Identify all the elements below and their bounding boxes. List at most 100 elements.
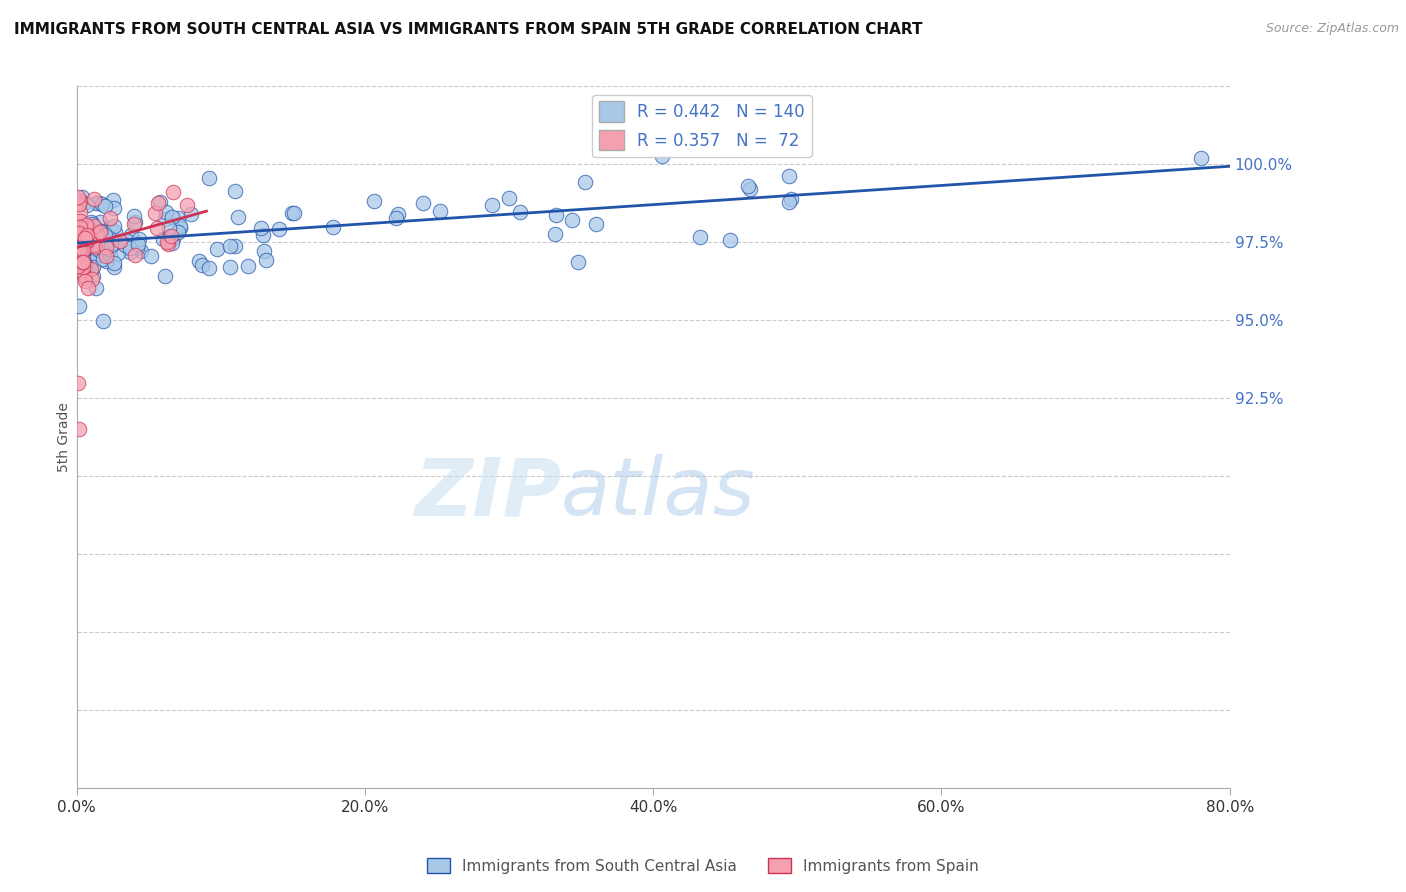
Point [198,260,221,275]
Point [94,198,117,212]
Text: Source: ZipAtlas.com: Source: ZipAtlas.com [1265,22,1399,36]
Point [89,215,111,229]
Point [76,230,98,244]
Point [67,376,90,390]
Point [67,227,90,241]
Point [737,179,759,194]
Point [149,195,172,210]
Point [205,243,228,257]
Y-axis label: 5th Grade: 5th Grade [58,402,72,472]
Point [72,190,94,204]
Point [143,206,166,220]
Point [125,241,148,255]
Point [84,239,107,253]
Point [76,231,98,245]
Point [75,234,97,248]
Point [69,228,91,243]
Point [322,219,344,234]
Point [66,242,89,256]
Point [66,241,89,255]
Point [69,257,91,271]
Point [166,225,188,239]
Point [84,230,107,244]
Point [108,234,131,248]
Point [72,244,94,258]
Point [67,260,90,274]
Point [567,255,589,269]
Point [77,260,100,274]
Point [159,228,181,243]
Point [267,221,290,235]
Point [224,239,246,253]
Point [86,237,108,252]
Point [544,208,567,222]
Point [100,238,122,252]
Point [128,232,150,246]
Point [69,245,91,260]
Point [93,240,115,254]
Point [69,263,91,277]
Point [87,243,110,257]
Point [76,240,98,254]
Point [82,241,104,255]
Point [176,197,198,211]
Point [69,243,91,257]
Point [122,209,145,223]
Point [226,210,249,224]
Point [73,259,96,273]
Point [283,205,305,219]
Point [574,175,596,189]
Point [69,261,91,276]
Point [67,422,90,436]
Point [103,219,125,233]
Point [94,240,117,254]
Point [103,235,125,250]
Point [509,204,531,219]
Point [86,230,108,244]
Point [77,224,100,238]
Point [67,244,90,259]
Point [75,248,97,262]
Point [72,254,94,268]
Point [94,249,117,263]
Point [69,230,91,244]
Point [97,231,120,245]
Point [152,232,174,246]
Point [73,268,96,282]
Point [72,237,94,252]
Point [69,240,91,254]
Point [67,299,90,313]
Point [77,222,100,236]
Point [253,244,276,259]
Point [198,171,221,186]
Point [585,217,607,231]
Point [169,219,191,233]
Point [76,281,98,295]
Point [155,211,177,226]
Point [82,220,104,235]
Point [190,258,212,272]
Point [89,240,111,254]
Point [67,226,90,240]
Point [157,221,180,235]
Point [76,198,98,212]
Point [87,232,110,246]
Point [689,229,711,244]
Point [98,242,121,256]
Point [72,248,94,262]
Point [93,225,115,239]
Point [83,193,105,207]
Point [98,248,121,262]
Point [385,211,408,225]
Point [69,194,91,208]
Point [76,234,98,248]
Point [169,221,191,235]
Point [91,314,114,328]
Point [167,211,190,226]
Point [73,257,96,271]
Point [77,230,100,244]
Point [70,237,93,252]
Point [82,252,104,267]
Point [94,233,117,247]
Point [69,205,91,219]
